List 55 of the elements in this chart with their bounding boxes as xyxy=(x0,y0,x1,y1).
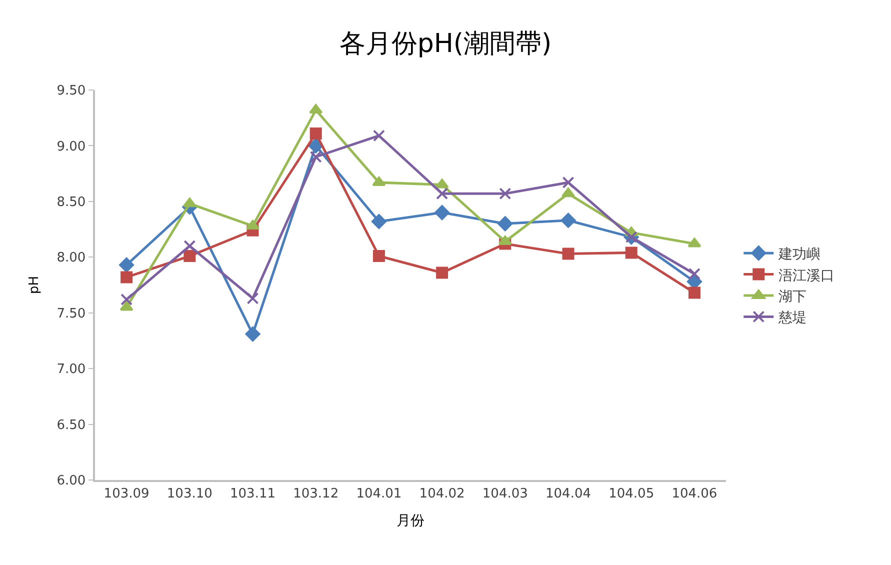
point xyxy=(310,150,322,163)
x-tick-label: 104.03 xyxy=(482,486,528,502)
point xyxy=(562,248,574,260)
point xyxy=(688,268,700,280)
y-tick-label: 7.50 xyxy=(56,306,86,322)
point xyxy=(372,250,385,262)
point xyxy=(688,238,702,248)
point xyxy=(499,188,512,200)
point xyxy=(498,216,513,232)
x-axis-title: 月份 xyxy=(396,513,424,530)
point xyxy=(120,301,134,311)
point xyxy=(246,292,259,304)
point xyxy=(182,198,196,208)
y-tick-label: 7.00 xyxy=(56,362,86,378)
chart-title: 各月份pH(潮間帶) xyxy=(339,29,552,60)
point xyxy=(688,286,700,299)
y-tick-label: 9.50 xyxy=(56,84,86,99)
point xyxy=(120,271,133,284)
point xyxy=(119,257,134,272)
x-tick-label: 104.05 xyxy=(608,486,654,502)
point xyxy=(245,326,260,342)
y-axis-title: pH xyxy=(27,276,42,294)
legend-label: 建功嶼 xyxy=(778,246,821,263)
y-tick-label: 8.50 xyxy=(56,194,86,210)
point xyxy=(372,130,385,142)
point xyxy=(371,214,386,229)
point xyxy=(436,266,448,279)
point xyxy=(310,127,322,140)
point xyxy=(435,178,449,188)
point xyxy=(434,205,450,220)
y-tick-label: 6.50 xyxy=(56,418,86,433)
point xyxy=(184,250,196,262)
point xyxy=(184,240,196,252)
y-tick-label: 9.00 xyxy=(56,139,86,154)
point xyxy=(562,176,574,188)
point xyxy=(372,176,386,186)
x-tick-label: 104.02 xyxy=(419,486,465,502)
x-tick-label: 104.04 xyxy=(546,486,591,502)
x-tick-label: 103.12 xyxy=(293,486,339,502)
y-tick-label: 6.00 xyxy=(56,474,86,489)
x-tick-label: 103.10 xyxy=(166,486,212,502)
x-tick-label: 104.06 xyxy=(672,486,718,502)
legend-label: 慈堤 xyxy=(778,310,807,326)
x-tick-label: 103.09 xyxy=(104,486,150,502)
point xyxy=(625,246,638,259)
point xyxy=(120,293,133,306)
point xyxy=(560,212,576,228)
x-tick-label: 104.01 xyxy=(356,486,402,502)
x-tick-label: 103.11 xyxy=(230,486,276,502)
legend-label: 浯江溪口 xyxy=(778,268,835,284)
point xyxy=(436,188,448,200)
legend-label: 湖下 xyxy=(778,288,807,305)
point xyxy=(309,104,323,114)
point xyxy=(498,236,512,246)
y-tick-label: 8.00 xyxy=(56,250,86,266)
